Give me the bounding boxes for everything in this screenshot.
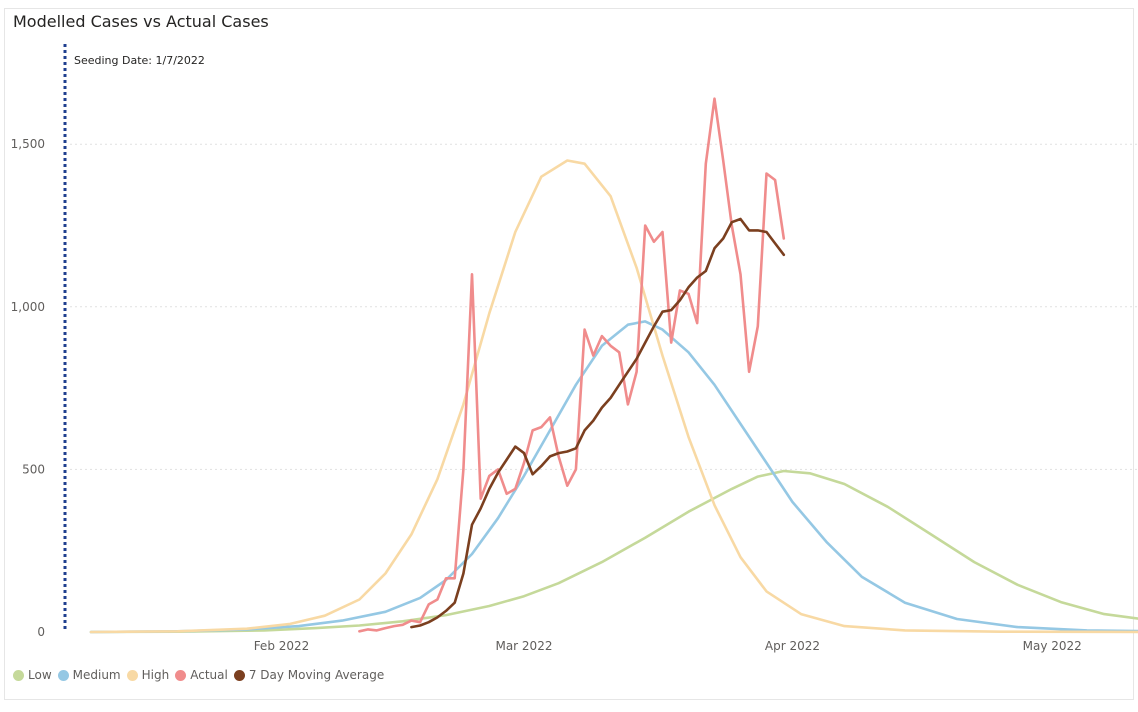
legend-label: Low bbox=[28, 668, 52, 682]
legend-label: Medium bbox=[72, 668, 121, 682]
chart-legend: Low Medium High Actual 7 Day Moving Average bbox=[13, 668, 390, 682]
series-line-high bbox=[89, 159, 1138, 634]
y-tick-label: 1,500 bbox=[11, 137, 45, 151]
legend-item[interactable]: 7 Day Moving Average bbox=[233, 668, 385, 682]
legend-label: High bbox=[141, 668, 170, 682]
x-tick-label: Apr 2022 bbox=[765, 639, 820, 653]
legend-marker bbox=[126, 669, 138, 681]
y-tick-label: 0 bbox=[37, 625, 45, 639]
series-line-low bbox=[89, 469, 1138, 634]
legend-marker bbox=[57, 669, 69, 681]
series-line-actual bbox=[358, 97, 786, 633]
series-line-7-day-moving-average bbox=[410, 217, 786, 629]
legend-item[interactable]: Actual bbox=[175, 668, 228, 682]
chart-frame bbox=[4, 8, 1134, 700]
y-tick-label: 500 bbox=[22, 462, 45, 476]
legend-item[interactable]: High bbox=[126, 668, 170, 682]
legend-item[interactable]: Medium bbox=[57, 668, 121, 682]
series-line-medium bbox=[89, 320, 1138, 634]
legend-marker bbox=[13, 669, 24, 681]
x-tick-label: Mar 2022 bbox=[495, 639, 552, 653]
x-tick-label: May 2022 bbox=[1023, 639, 1082, 653]
seeding-date-annotation: Seeding Date: 1/7/2022 bbox=[74, 54, 205, 67]
legend-marker bbox=[175, 669, 187, 681]
legend-label: 7 Day Moving Average bbox=[248, 668, 385, 682]
chart-title: Modelled Cases vs Actual Cases bbox=[13, 12, 269, 31]
legend-label: Actual bbox=[190, 668, 228, 682]
y-tick-label: 1,000 bbox=[11, 300, 45, 314]
legend-marker bbox=[233, 669, 245, 681]
x-tick-label: Feb 2022 bbox=[254, 639, 310, 653]
legend-item[interactable]: Low bbox=[13, 668, 52, 682]
